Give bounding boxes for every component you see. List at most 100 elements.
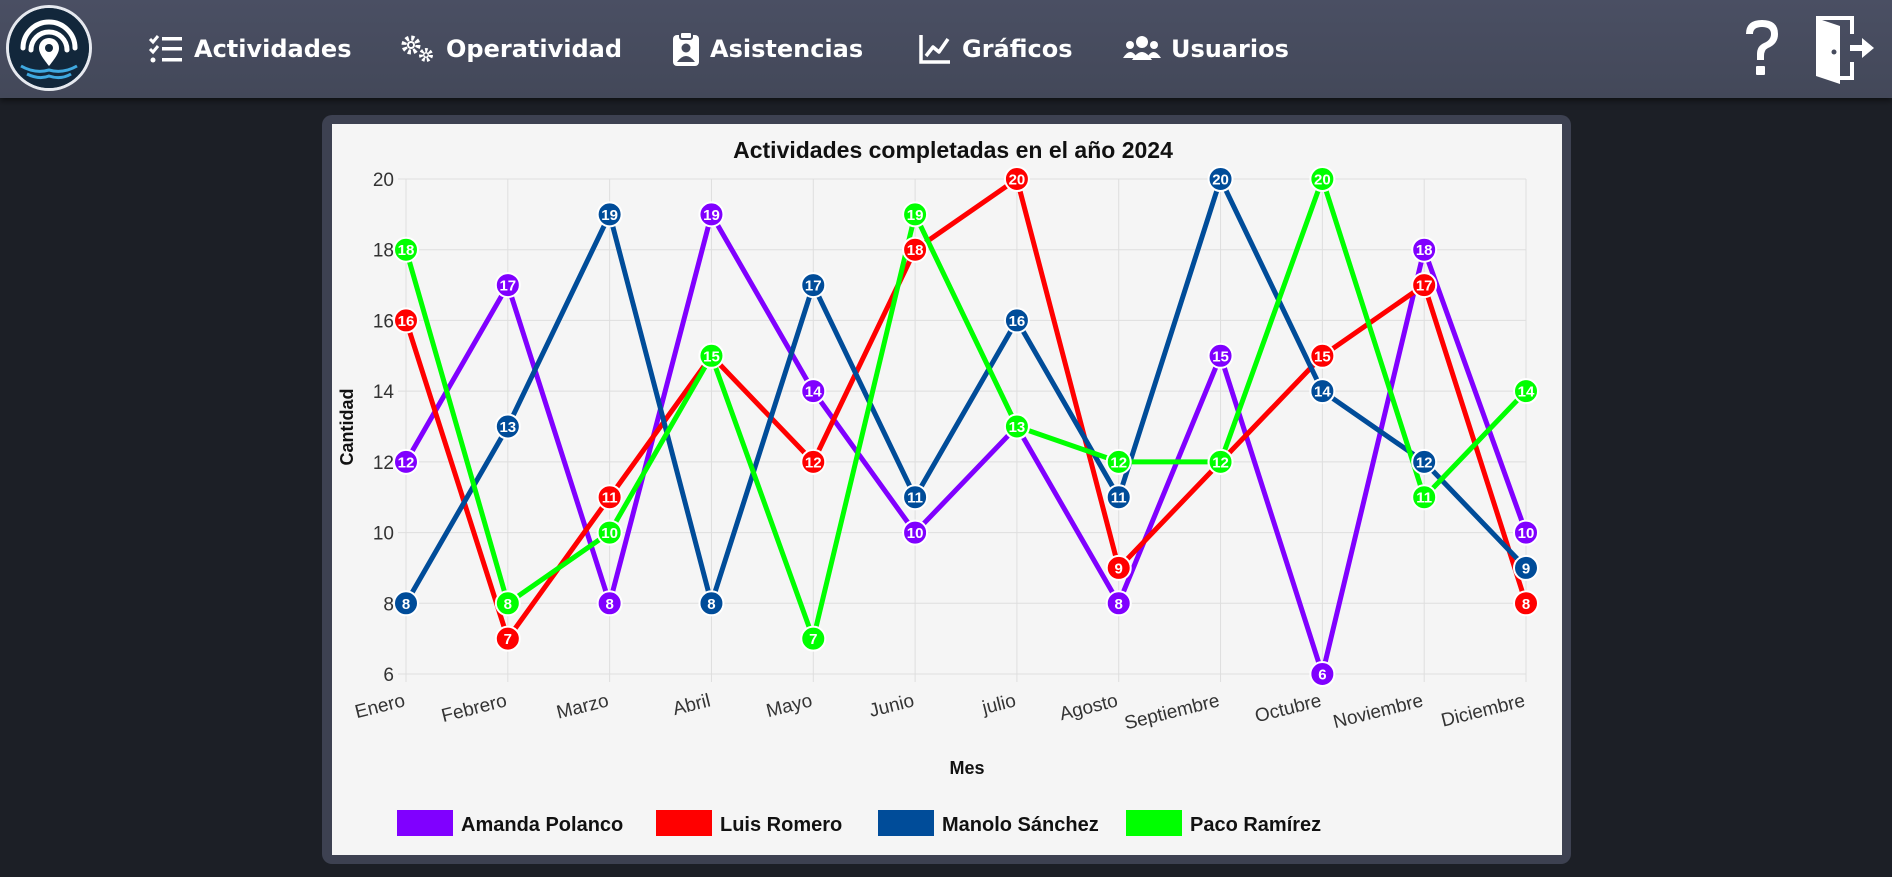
nav-label-actividades: Actividades — [194, 35, 352, 63]
legend-label: Amanda Polanco — [461, 814, 623, 836]
line-chart: Actividades completadas en el año 2024 C… — [337, 137, 1539, 836]
y-tick-label: 16 — [373, 311, 394, 332]
data-label: 12 — [398, 454, 415, 471]
data-point — [800, 625, 827, 652]
data-label: 17 — [499, 278, 516, 295]
data-point — [1513, 590, 1539, 617]
top-navbar: Actividades Operatividad Asistencias Grá… — [0, 0, 1892, 98]
data-label: 13 — [1009, 419, 1026, 436]
clipboard-user-icon — [673, 31, 699, 66]
x-tick-label: julio — [979, 690, 1018, 719]
data-point — [902, 236, 929, 263]
data-point — [596, 519, 623, 546]
data-point — [393, 236, 419, 263]
data-point — [800, 378, 827, 405]
nav-item-operatividad[interactable]: Operatividad — [400, 28, 622, 70]
x-tick-label: Septiembre — [1122, 690, 1221, 734]
data-point — [1105, 590, 1132, 617]
data-point — [393, 448, 419, 475]
y-tick-label: 6 — [383, 665, 394, 686]
legend-item[interactable]: Luis Romero — [656, 810, 842, 836]
data-point — [494, 590, 521, 617]
data-label: 13 — [499, 419, 516, 436]
nav-item-actividades[interactable]: Actividades — [148, 28, 352, 70]
data-point — [1003, 413, 1030, 440]
data-point — [698, 342, 725, 369]
users-icon — [1123, 36, 1161, 60]
y-tick-label: 20 — [373, 170, 394, 191]
y-tick-label: 18 — [373, 241, 394, 262]
y-axis-label: Cantidad — [337, 388, 357, 465]
legend-swatch — [397, 810, 453, 836]
data-label: 11 — [907, 490, 923, 507]
data-point — [1207, 448, 1234, 475]
data-point — [1207, 342, 1234, 369]
data-point — [1003, 307, 1030, 334]
data-label: 14 — [1314, 384, 1331, 401]
data-point — [902, 484, 929, 511]
nav-item-usuarios[interactable]: Usuarios — [1123, 28, 1289, 70]
logout-button[interactable] — [1812, 14, 1878, 84]
nav-item-asistencias[interactable]: Asistencias — [672, 28, 863, 70]
data-point — [1411, 448, 1438, 475]
data-point — [1105, 554, 1132, 581]
legend-label: Manolo Sánchez — [942, 814, 1099, 836]
series-line — [403, 176, 1529, 642]
data-label: 12 — [1110, 454, 1127, 471]
data-label: 17 — [1416, 278, 1433, 295]
x-tick-label: Junio — [867, 690, 916, 721]
y-tick-label: 10 — [373, 524, 394, 545]
legend-item[interactable]: Amanda Polanco — [397, 810, 623, 836]
data-point — [1513, 519, 1539, 546]
wifi-location-logo-icon — [9, 8, 89, 88]
help-button[interactable] — [1740, 16, 1784, 80]
data-label: 11 — [1111, 490, 1127, 507]
data-label: 12 — [1416, 454, 1433, 471]
nav-label-operatividad: Operatividad — [446, 35, 623, 63]
legend-swatch — [656, 810, 712, 836]
legend-item[interactable]: Paco Ramírez — [1126, 810, 1321, 836]
data-label: 8 — [1115, 596, 1123, 613]
data-label: 12 — [1212, 454, 1229, 471]
x-tick-label: Enero — [353, 690, 407, 723]
data-label: 11 — [602, 490, 618, 507]
data-point — [698, 201, 725, 228]
data-point — [800, 272, 827, 299]
data-label: 20 — [1212, 172, 1229, 189]
series-line — [403, 176, 1528, 606]
data-label: 9 — [1522, 560, 1530, 577]
data-point — [902, 201, 929, 228]
data-point — [393, 307, 419, 334]
data-label: 14 — [805, 384, 822, 401]
data-label: 19 — [703, 207, 720, 224]
app-logo[interactable] — [6, 5, 92, 91]
data-point — [1207, 166, 1234, 192]
data-label: 8 — [707, 596, 715, 613]
question-mark-icon — [1746, 20, 1778, 75]
nav-item-graficos[interactable]: Gráficos — [918, 28, 1073, 70]
task-list-icon — [148, 35, 182, 63]
nav-label-asistencias: Asistencias — [710, 35, 864, 63]
data-label: 12 — [805, 454, 822, 471]
series-line — [403, 211, 1529, 677]
y-tick-label: 8 — [383, 594, 394, 615]
y-tick-label: 14 — [373, 382, 395, 403]
legend-item[interactable]: Manolo Sánchez — [878, 810, 1099, 836]
data-point — [494, 413, 521, 440]
data-label: 8 — [1522, 596, 1530, 613]
data-point — [596, 484, 623, 511]
data-label: 19 — [907, 207, 924, 224]
data-label: 18 — [907, 242, 924, 259]
x-tick-label: Febrero — [439, 690, 509, 726]
data-label: 15 — [703, 348, 720, 365]
data-point — [596, 201, 623, 228]
legend-label: Luis Romero — [720, 814, 842, 836]
data-label: 9 — [1115, 560, 1123, 577]
data-label: 19 — [601, 207, 618, 224]
data-point — [1513, 554, 1539, 581]
data-label: 20 — [1009, 172, 1026, 189]
data-label: 17 — [805, 278, 822, 295]
nav-label-usuarios: Usuarios — [1171, 35, 1289, 63]
data-point — [1309, 342, 1336, 369]
line-chart-icon — [919, 35, 950, 64]
